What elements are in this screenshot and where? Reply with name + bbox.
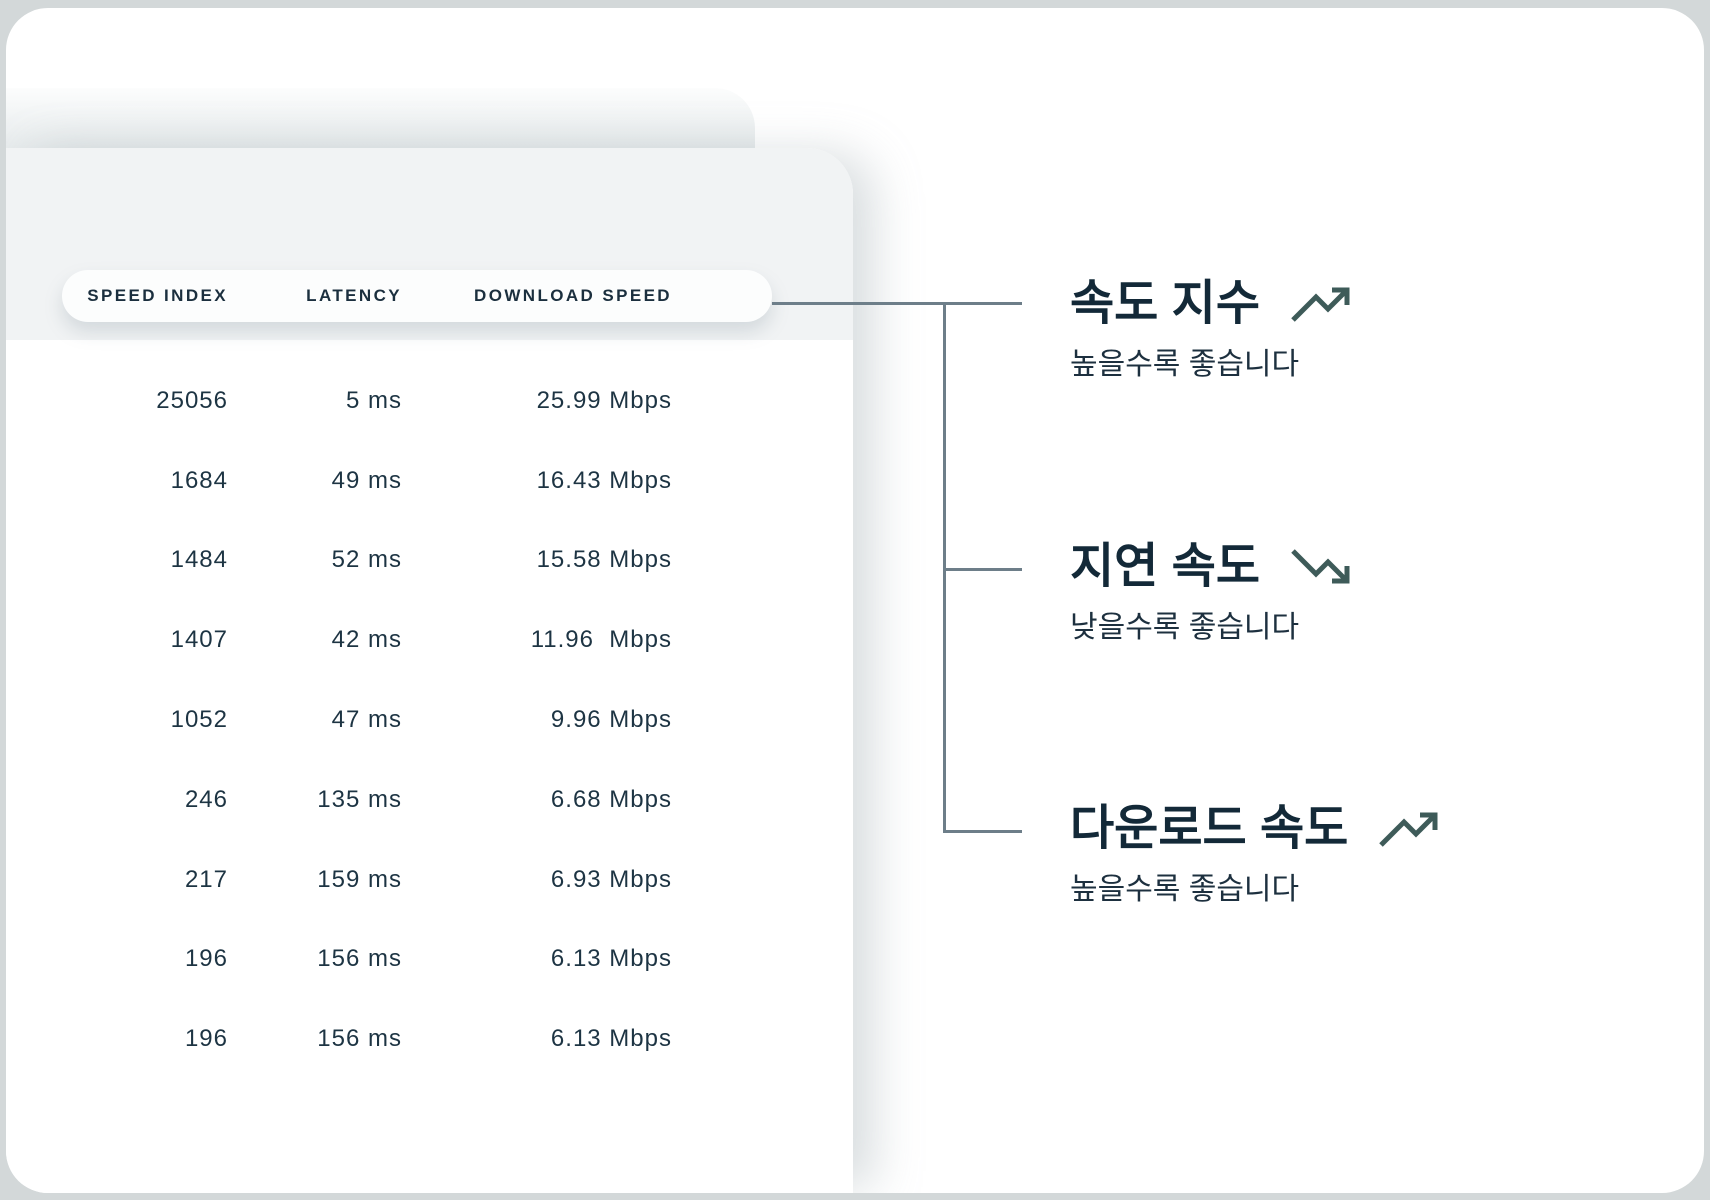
table-cell-latency: 156 ms [317, 945, 402, 973]
table-header-zone: SPEED INDEX LATENCY DOWNLOAD SPEED [6, 148, 853, 340]
connector-line-download-speed [943, 830, 1022, 833]
table-cell-speed-index: 1052 [170, 706, 228, 734]
table-row: 1484 52 ms 15.58 Mbps [6, 521, 853, 601]
table-cell-download-speed: 6.93 Mbps [550, 865, 672, 893]
annotation-title: 다운로드 속도 [1070, 802, 1349, 855]
table-row: 246 135 ms 6.68 Mbps [6, 760, 853, 840]
column-header-download-speed: DOWNLOAD SPEED [474, 286, 672, 305]
column-header-speed-index: SPEED INDEX [87, 286, 228, 305]
table-cell-speed-index: 25056 [156, 386, 228, 414]
table-cell-latency: 156 ms [317, 1025, 402, 1053]
table-row: 217 159 ms 6.93 Mbps [6, 840, 853, 920]
table-row: 1052 47 ms 9.96 Mbps [6, 680, 853, 760]
table-cell-download-speed: 15.58 Mbps [536, 546, 672, 574]
table-cell-latency: 47 ms [331, 706, 402, 734]
trending-up-icon [1291, 287, 1350, 322]
connector-line-latency [943, 568, 1022, 571]
table-row: 196 156 ms 6.13 Mbps [6, 999, 853, 1079]
table-header-pill: SPEED INDEX LATENCY DOWNLOAD SPEED [62, 270, 772, 322]
table-row: 196 156 ms 6.13 Mbps [6, 920, 853, 1000]
annotation-subtitle: 낮을수록 좋습니다 [1070, 611, 1300, 644]
connector-line-speed-index [772, 302, 1022, 305]
table-cell-speed-index: 1484 [170, 546, 228, 574]
table-cell-download-speed: 11.96 Mbps [530, 626, 672, 654]
table-cell-latency: 52 ms [331, 546, 402, 574]
table-cell-download-speed: 25.99 Mbps [536, 386, 672, 414]
table-cell-latency: 49 ms [331, 466, 402, 494]
table-row: 1684 49 ms 16.43 Mbps [6, 441, 853, 521]
trending-up-icon [1379, 812, 1438, 847]
annotation-subtitle: 높을수록 좋습니다 [1070, 873, 1300, 906]
table-cell-latency: 5 ms [345, 386, 402, 414]
table-cell-speed-index: 217 [184, 865, 228, 893]
table-cell-download-speed: 9.96 Mbps [550, 706, 672, 734]
app-canvas: SPEED INDEX LATENCY DOWNLOAD SPEED 25056… [6, 8, 1704, 1193]
table-row: 25056 5 ms 25.99 Mbps [6, 361, 853, 441]
table-cell-latency: 159 ms [317, 865, 402, 893]
table-cell-latency: 42 ms [331, 626, 402, 654]
annotation-latency: 지연 속도 낮을수록 좋습니다 [1070, 539, 1350, 647]
column-header-latency: LATENCY [306, 286, 402, 305]
table-cell-latency: 135 ms [317, 785, 402, 813]
table-cell-download-speed: 6.68 Mbps [550, 785, 672, 813]
table-row: 1407 42 ms 11.96 Mbps [6, 600, 853, 680]
table-cell-speed-index: 1684 [170, 466, 228, 494]
table-cell-download-speed: 6.13 Mbps [550, 1025, 672, 1053]
table-cell-speed-index: 1407 [170, 626, 228, 654]
annotation-title: 지연 속도 [1070, 540, 1260, 593]
table-cell-download-speed: 6.13 Mbps [550, 945, 672, 973]
table-cell-speed-index: 196 [184, 945, 228, 973]
trending-down-icon [1291, 549, 1350, 584]
speed-table-panel: SPEED INDEX LATENCY DOWNLOAD SPEED 25056… [6, 148, 853, 1193]
table-body: 25056 5 ms 25.99 Mbps 1684 49 ms 16.43 M… [6, 361, 853, 1079]
annotation-subtitle: 높을수록 좋습니다 [1070, 348, 1300, 381]
connector-spine [943, 302, 946, 833]
annotation-download-speed: 다운로드 속도 높을수록 좋습니다 [1070, 801, 1438, 909]
annotation-speed-index: 속도 지수 높을수록 좋습니다 [1070, 276, 1350, 384]
table-cell-speed-index: 196 [184, 1025, 228, 1053]
table-cell-speed-index: 246 [184, 785, 228, 813]
table-cell-download-speed: 16.43 Mbps [536, 466, 672, 494]
annotation-title: 속도 지수 [1070, 277, 1260, 330]
